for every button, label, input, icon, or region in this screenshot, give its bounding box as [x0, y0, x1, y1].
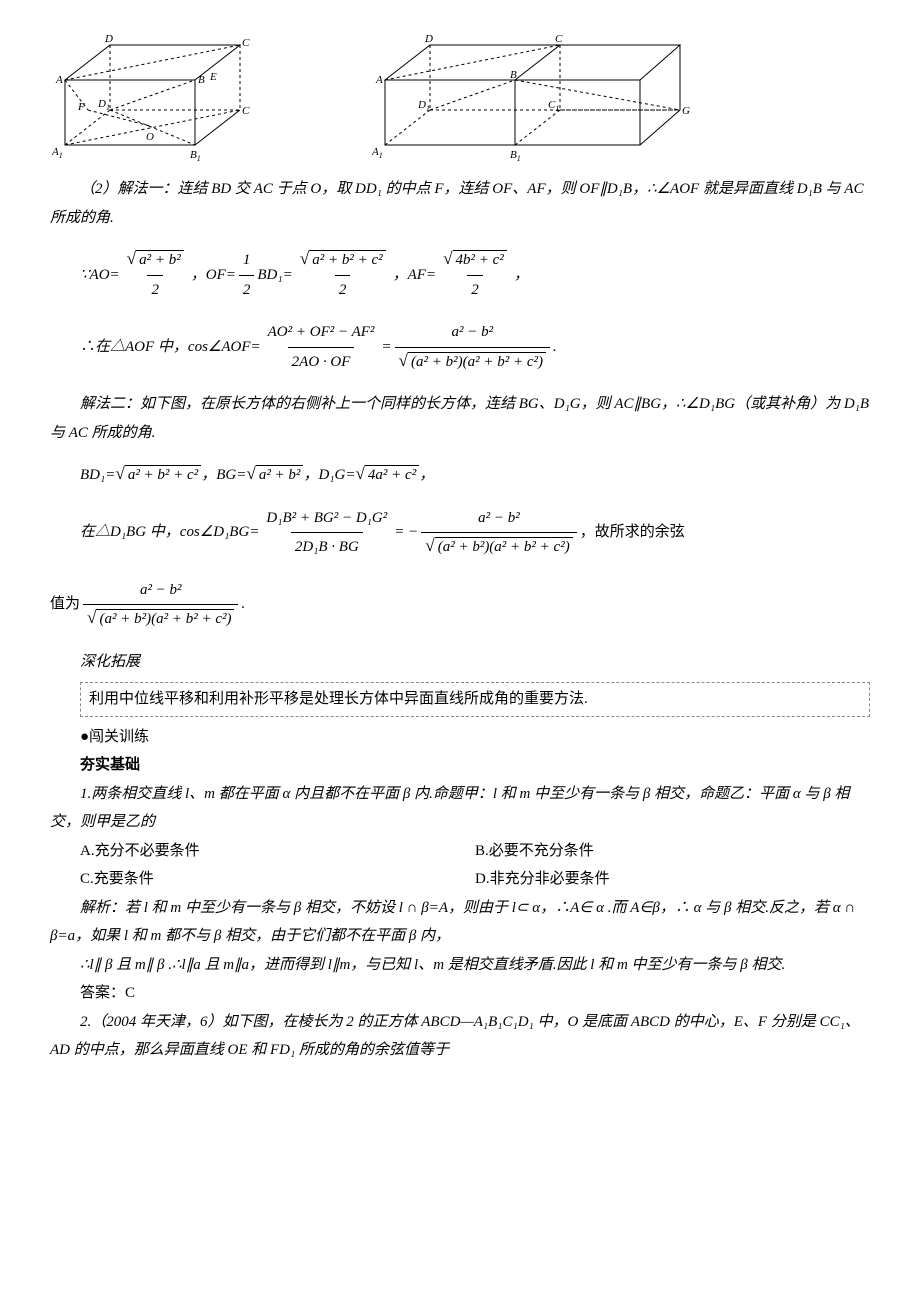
- extension-title: 深化拓展: [50, 648, 870, 677]
- option-d: D.非充分非必要条件: [475, 871, 610, 887]
- svg-text:C: C: [555, 33, 563, 45]
- option-c: C.充要条件: [80, 871, 154, 887]
- svg-text:D: D: [104, 33, 113, 45]
- svg-text:B1: B1: [190, 149, 201, 163]
- svg-text:B: B: [198, 74, 205, 86]
- option-b: B.必要不充分条件: [475, 843, 594, 859]
- svg-text:O: O: [146, 131, 154, 143]
- svg-text:D: D: [424, 33, 433, 45]
- svg-text:A: A: [375, 74, 383, 86]
- equation-2: ∴在△AOF 中，cos∠AOF= AO² + OF² − AF²2AO · O…: [80, 318, 870, 376]
- sol2-intro: （2）解法一：连结 BD 交 AC 于点 O，取 DD₁ 的中点 F，连结 OF…: [50, 175, 870, 232]
- training-sub: 夯实基础: [50, 751, 870, 780]
- svg-text:A: A: [55, 74, 63, 86]
- svg-text:B: B: [510, 69, 517, 81]
- svg-text:B1: B1: [510, 149, 521, 163]
- svg-text:C1: C1: [548, 99, 559, 113]
- training-heading: ●闯关训练: [50, 723, 870, 752]
- extension-box: 利用中位线平移和利用补形平移是处理长方体中异面直线所成角的重要方法.: [80, 682, 870, 717]
- method2-intro: 解法二：如下图，在原长方体的右侧补上一个同样的长方体，连结 BG、D₁G，则 A…: [50, 390, 870, 447]
- figure-right: A B C D A1 B1 C1 D1 G: [370, 30, 690, 165]
- question-1: 1.两条相交直线 l、m 都在平面 α 内且都不在平面 β 内.命题甲：l 和 …: [50, 780, 870, 837]
- svg-text:E: E: [209, 71, 217, 83]
- q1-analysis-1: 解析：若 l 和 m 中至少有一条与 β 相交，不妨设 l ∩ β=A，则由于 …: [50, 894, 870, 951]
- option-a: A.充分不必要条件: [80, 843, 200, 859]
- svg-text:A1: A1: [371, 146, 383, 160]
- equation-3: BD₁= √a² + b² + c² ，BG= √a² + b² ，D₁G= √…: [80, 461, 870, 490]
- svg-text:C: C: [242, 37, 250, 49]
- equation-1: ∵AO= √a² + b²2 ，OF= 12 BD₁= √a² + b² + c…: [80, 246, 870, 304]
- svg-text:C1: C1: [242, 105, 250, 119]
- svg-text:A1: A1: [51, 146, 63, 160]
- figure-left: A B C D A1 B1 C1 D1 O F E: [50, 30, 250, 165]
- svg-text:D1: D1: [97, 98, 110, 112]
- figure-row: A B C D A1 B1 C1 D1 O F E: [50, 30, 870, 165]
- svg-text:G: G: [682, 105, 690, 117]
- svg-text:D1: D1: [417, 99, 430, 113]
- equation-5: 值为 a² − b²√(a² + b²)(a² + b² + c²) .: [50, 576, 870, 634]
- q1-analysis-2: ∴l∥ β 且 m∥ β .∴l∥a 且 m∥a，进而得到 l∥m，与已知 l、…: [50, 951, 870, 980]
- svg-text:F: F: [77, 101, 85, 113]
- q1-options: A.充分不必要条件 B.必要不充分条件: [80, 837, 870, 866]
- question-2: 2.（2004 年天津，6）如下图，在棱长为 2 的正方体 ABCD—A₁B₁C…: [50, 1008, 870, 1065]
- q1-options-2: C.充要条件 D.非充分非必要条件: [80, 865, 870, 894]
- q1-answer: 答案：C: [50, 979, 870, 1008]
- equation-4: 在△D₁BG 中，cos∠D₁BG= D₁B² + BG² − D₁G²2D₁B…: [80, 504, 870, 562]
